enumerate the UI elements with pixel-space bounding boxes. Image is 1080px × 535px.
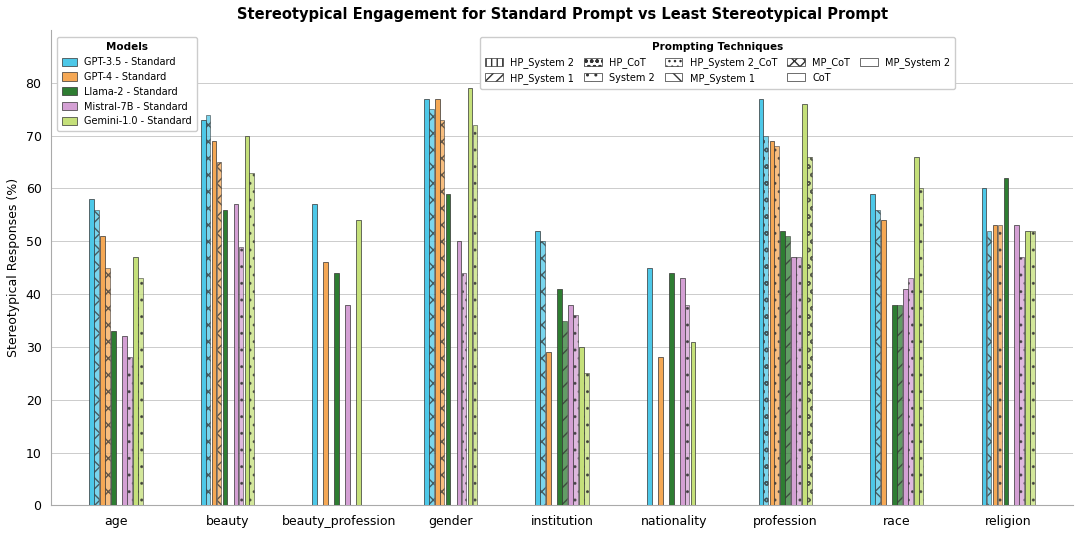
Bar [540, 241, 545, 506]
Bar [356, 220, 361, 506]
Bar [105, 268, 110, 506]
Bar [774, 146, 779, 506]
Bar [875, 210, 880, 506]
Bar [919, 188, 923, 506]
Bar [312, 204, 318, 506]
Bar [111, 331, 116, 506]
Bar [770, 141, 774, 506]
Bar [982, 188, 986, 506]
Bar [685, 304, 689, 506]
Bar [133, 257, 137, 506]
Bar [896, 304, 902, 506]
Bar [473, 125, 477, 506]
Bar [217, 162, 221, 506]
Bar [100, 236, 105, 506]
Bar [584, 373, 589, 506]
Bar [993, 225, 997, 506]
Bar [239, 247, 243, 506]
Bar [127, 357, 132, 506]
Bar [802, 104, 807, 506]
Bar [205, 114, 211, 506]
Y-axis label: Stereotypical Responses (%): Stereotypical Responses (%) [6, 178, 19, 357]
Title: Stereotypical Engagement for Standard Prompt vs Least Stereotypical Prompt: Stereotypical Engagement for Standard Pr… [237, 7, 888, 22]
Bar [903, 289, 907, 506]
Bar [424, 98, 429, 506]
Bar [1020, 257, 1024, 506]
Bar [557, 289, 562, 506]
Bar [579, 347, 584, 506]
Bar [94, 210, 99, 506]
Bar [440, 120, 445, 506]
Bar [461, 273, 467, 506]
Bar [446, 194, 450, 506]
Bar [758, 98, 764, 506]
Bar [468, 88, 472, 506]
Bar [658, 357, 663, 506]
Bar [244, 136, 249, 506]
Bar [1030, 231, 1035, 506]
Bar [647, 268, 651, 506]
Bar [908, 278, 913, 506]
Bar [573, 315, 578, 506]
Bar [323, 262, 328, 506]
Bar [435, 98, 440, 506]
Bar [1014, 225, 1020, 506]
Legend: HP_System 2, HP_System 1, HP_CoT, System 2, HP_System 2_CoT, MP_System 1, MP_CoT: HP_System 2, HP_System 1, HP_CoT, System… [481, 37, 956, 89]
Bar [870, 194, 875, 506]
Bar [881, 220, 886, 506]
Bar [429, 109, 433, 506]
Bar [568, 304, 573, 506]
Bar [233, 204, 239, 506]
Bar [222, 210, 228, 506]
Bar [807, 157, 812, 506]
Bar [563, 320, 567, 506]
Bar [679, 278, 685, 506]
Bar [1003, 178, 1009, 506]
Bar [122, 337, 126, 506]
Bar [781, 231, 785, 506]
Bar [792, 257, 796, 506]
Bar [90, 199, 94, 506]
Bar [201, 120, 205, 506]
Bar [987, 231, 991, 506]
Bar [1025, 231, 1030, 506]
Bar [249, 173, 254, 506]
Bar [138, 278, 143, 506]
Bar [669, 273, 674, 506]
Bar [796, 257, 801, 506]
Bar [457, 241, 461, 506]
Bar [334, 273, 339, 506]
Bar [346, 304, 350, 506]
Bar [691, 342, 696, 506]
Bar [998, 225, 1002, 506]
Bar [212, 141, 216, 506]
Bar [546, 352, 551, 506]
Bar [914, 157, 919, 506]
Bar [892, 304, 896, 506]
Bar [536, 231, 540, 506]
Bar [785, 236, 791, 506]
Bar [764, 136, 768, 506]
